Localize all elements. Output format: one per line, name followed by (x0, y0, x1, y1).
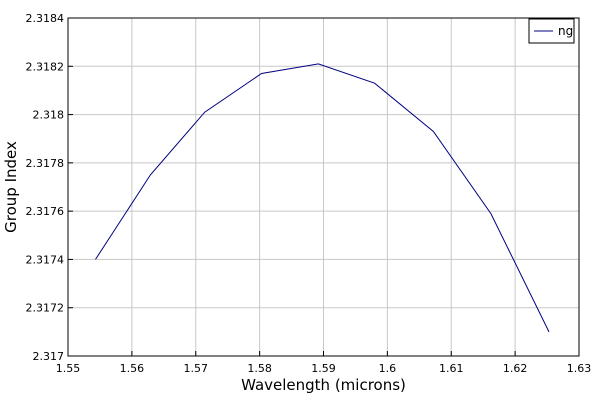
y-tick-label: 2.3174 (26, 253, 65, 266)
y-tick-label: 2.318 (33, 109, 65, 122)
legend-label-ng: ng (558, 24, 573, 38)
series-line-ng (95, 63, 550, 333)
y-tick-label: 2.317 (33, 350, 65, 363)
y-tick-label: 2.3178 (26, 157, 65, 170)
y-tick-label: 2.3176 (26, 205, 65, 218)
x-tick-label: 1.59 (311, 362, 336, 375)
y-tick-label: 2.3182 (26, 60, 65, 73)
x-tick-label: 1.55 (56, 362, 81, 375)
x-tick-label: 1.61 (439, 362, 464, 375)
x-tick-label: 1.63 (567, 362, 592, 375)
y-axis-label: Group Index (2, 141, 20, 233)
x-tick-label: 1.62 (503, 362, 528, 375)
axis-ticks: 1.55 1.56 1.57 1.58 1.59 1.6 1.61 1.62 1.63 2.317… (26, 12, 592, 375)
y-tick-label: 2.3172 (26, 302, 65, 315)
x-tick-label: 1.6 (379, 362, 397, 375)
x-tick-label: 1.57 (184, 362, 209, 375)
legend: ng (528, 18, 575, 44)
y-tick-label: 2.3184 (26, 12, 65, 25)
grid (67, 17, 580, 357)
x-axis-label: Wavelength (microns) (241, 376, 406, 394)
x-tick-label: 1.56 (120, 362, 145, 375)
series-lines (95, 63, 550, 333)
x-tick-label: 1.58 (247, 362, 272, 375)
